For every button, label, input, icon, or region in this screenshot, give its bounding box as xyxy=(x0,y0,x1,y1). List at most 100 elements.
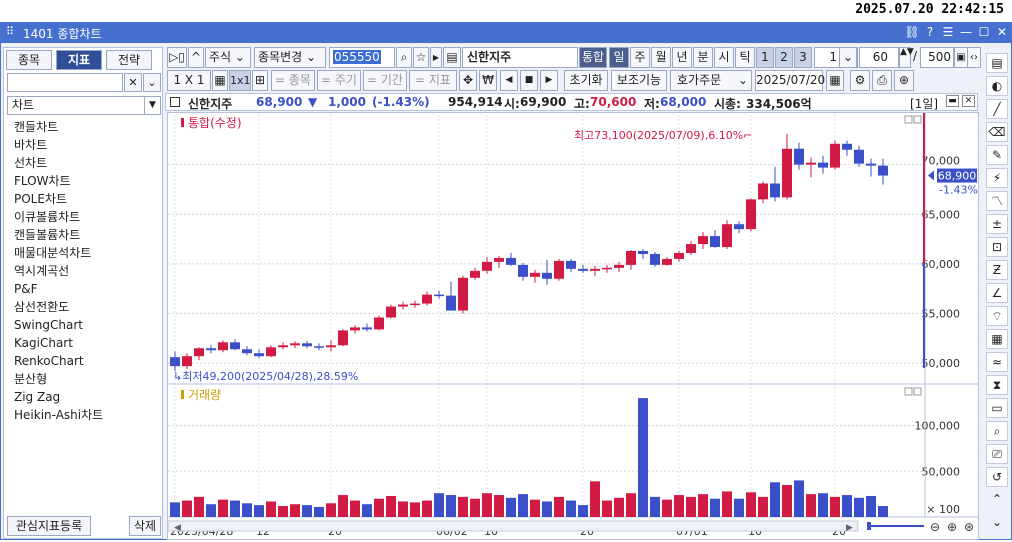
help-icon[interactable]: ? xyxy=(926,25,934,39)
eraser-icon[interactable]: ⌫ xyxy=(986,122,1008,142)
select-checkbox[interactable] xyxy=(170,97,180,107)
zigzag-icon[interactable]: Ƶ xyxy=(986,260,1008,280)
ratio-button[interactable]: 1 X 1 xyxy=(167,70,211,91)
period-dropdown-icon[interactable]: ⌄ xyxy=(839,47,857,68)
count-preset-button[interactable]: 3 xyxy=(794,47,812,68)
next-icon[interactable]: ▶ xyxy=(540,70,558,91)
period-button[interactable]: 분 xyxy=(693,47,713,68)
count-preset-button[interactable]: 1 xyxy=(756,47,774,68)
calc-icon[interactable]: ▦ xyxy=(986,329,1008,349)
list-item[interactable]: 분산형 xyxy=(14,372,48,386)
save-icon[interactable]: ▣ xyxy=(954,47,968,68)
list-item[interactable]: P&F xyxy=(14,282,38,296)
print-icon[interactable]: ⎙ xyxy=(872,70,892,91)
list-item[interactable]: 선차트 xyxy=(14,156,48,170)
aux-button[interactable]: 보조기능 xyxy=(611,70,667,91)
market-select[interactable]: 주식 ⌄ xyxy=(205,47,251,68)
list-item[interactable]: 이큐볼륨차트 xyxy=(14,210,81,224)
panel-restore-icon[interactable]: ▬ xyxy=(946,95,959,107)
list-item[interactable]: 캔들볼륨차트 xyxy=(14,228,81,242)
wave-icon[interactable]: ≈ xyxy=(986,352,1008,372)
stock-name-field[interactable]: 신한지주 xyxy=(462,47,578,68)
panel-close-icon[interactable]: ✕ xyxy=(962,95,975,107)
hourglass-icon[interactable]: ⧗ xyxy=(986,375,1008,395)
refresh-icon[interactable]: ↺ xyxy=(986,467,1008,487)
cycle-sync-button[interactable]: = 주기 xyxy=(317,70,361,91)
search-doc-icon[interactable]: ⌕ xyxy=(986,421,1008,441)
list-item[interactable]: 역시계곡선 xyxy=(14,264,70,278)
list-item[interactable]: Zig Zag xyxy=(14,390,61,404)
term-sync-button[interactable]: = 기간 xyxy=(363,70,407,91)
tab-stock[interactable]: 종목 xyxy=(6,50,52,70)
stock-code-input[interactable]: 055550 ⌄ xyxy=(329,47,395,83)
total-input[interactable]: 500 xyxy=(920,47,954,68)
list-item[interactable]: 매물대분석차트 xyxy=(14,246,92,260)
grid-icon[interactable]: ▦ xyxy=(212,70,228,91)
minimize-icon[interactable]: — xyxy=(960,25,972,39)
tab-strategy[interactable]: 전략 xyxy=(106,50,152,70)
list-item[interactable]: 바차트 xyxy=(14,138,48,152)
export-icon[interactable]: ⊕ xyxy=(894,70,914,91)
panel-toggle-icon[interactable]: ▷▯ xyxy=(167,47,187,68)
search-dropdown-icon[interactable]: ⌄ xyxy=(143,73,161,92)
ruler-icon[interactable]: ▭ xyxy=(986,398,1008,418)
link-icon[interactable]: ⛓ xyxy=(904,25,920,39)
up-arrow-icon[interactable]: ⌃ xyxy=(991,492,1003,506)
period-button[interactable]: 월 xyxy=(651,47,671,68)
contrast-icon[interactable]: ◐ xyxy=(986,76,1008,96)
list-item[interactable]: 삼선전환도 xyxy=(14,300,70,314)
indicator-sync-button[interactable]: = 지표 xyxy=(409,70,457,91)
calendar-icon[interactable]: ▦ xyxy=(826,70,844,91)
list-item[interactable]: 캔들차트 xyxy=(14,120,59,134)
prev-icon[interactable]: ◀ xyxy=(500,70,518,91)
clear-search-icon[interactable]: ✕ xyxy=(124,73,142,92)
change-select[interactable]: 종목변경 ⌄ xyxy=(254,47,326,68)
register-indicator-button[interactable]: 관심지표등록 xyxy=(7,516,91,536)
period-button[interactable]: 틱 xyxy=(735,47,755,68)
period-button[interactable]: 년 xyxy=(672,47,692,68)
integrated-button[interactable]: 통합 xyxy=(579,47,607,68)
menu-icon[interactable]: ☰ xyxy=(942,25,954,39)
period-button[interactable]: 시 xyxy=(714,47,734,68)
date-input[interactable]: 2025/07/20 xyxy=(755,70,825,91)
angle-icon[interactable]: ∠ xyxy=(986,283,1008,303)
down-arrow-icon[interactable]: ⌄ xyxy=(991,515,1003,529)
up-icon[interactable]: ^ xyxy=(188,47,204,68)
stock-info-icon[interactable]: ▤ xyxy=(443,47,461,68)
settings-icon[interactable]: ⚙ xyxy=(850,70,870,91)
stamp-icon[interactable]: ⎚ xyxy=(986,444,1008,464)
plus-minus-icon[interactable]: ± xyxy=(986,214,1008,234)
stock-sync-button[interactable]: = 종목 xyxy=(271,70,315,91)
period-button[interactable]: 주 xyxy=(630,47,650,68)
play-icon[interactable]: ▶ xyxy=(430,47,442,68)
trend-icon[interactable]: 〽 xyxy=(986,191,1008,211)
star-icon[interactable]: ☆ xyxy=(413,47,429,68)
list-item[interactable]: POLE차트 xyxy=(14,192,68,206)
layout-icon[interactable]: ⊞ xyxy=(252,70,268,91)
chart-svg[interactable]: 65,000 60,000 55,000 50,000 70,000 100,000 50,… xyxy=(167,113,978,539)
fire-icon[interactable]: ⚡ xyxy=(986,168,1008,188)
order-select[interactable]: 호가주문 ⌄ xyxy=(670,70,752,91)
count-preset-button[interactable]: 2 xyxy=(775,47,793,68)
won-icon[interactable]: ₩ xyxy=(479,70,497,91)
list-item[interactable]: KagiChart xyxy=(14,336,73,350)
indicator-search-input[interactable] xyxy=(7,73,123,92)
list-item[interactable]: RenkoChart xyxy=(14,354,84,368)
tab-indicator[interactable]: 지표 xyxy=(56,50,102,70)
tool-icon[interactable]: ▤ xyxy=(986,53,1008,73)
pencil-icon[interactable]: ✎ xyxy=(986,145,1008,165)
list-item[interactable]: FLOW차트 xyxy=(14,174,71,188)
code-icon[interactable]: ‹› xyxy=(967,47,981,68)
period-button[interactable]: 일 xyxy=(609,47,629,68)
move-icon[interactable]: ✥ xyxy=(459,70,477,91)
count-spinner[interactable]: ▲▼ xyxy=(899,47,914,68)
count-input[interactable]: 60 xyxy=(859,47,899,68)
stop-icon[interactable]: ■ xyxy=(520,70,538,91)
maximize-icon[interactable]: ☐ xyxy=(978,25,990,39)
one-by-one-button[interactable]: 1x1 xyxy=(229,70,251,91)
close-icon[interactable]: ✕ xyxy=(996,25,1008,39)
pattern-icon[interactable]: ⊡ xyxy=(986,237,1008,257)
category-select[interactable]: 차트 ▼ xyxy=(7,96,161,115)
search-icon[interactable]: ⌕ xyxy=(396,47,412,68)
chart-area[interactable]: 65,000 60,000 55,000 50,000 70,000 100,000 50,… xyxy=(167,112,979,540)
